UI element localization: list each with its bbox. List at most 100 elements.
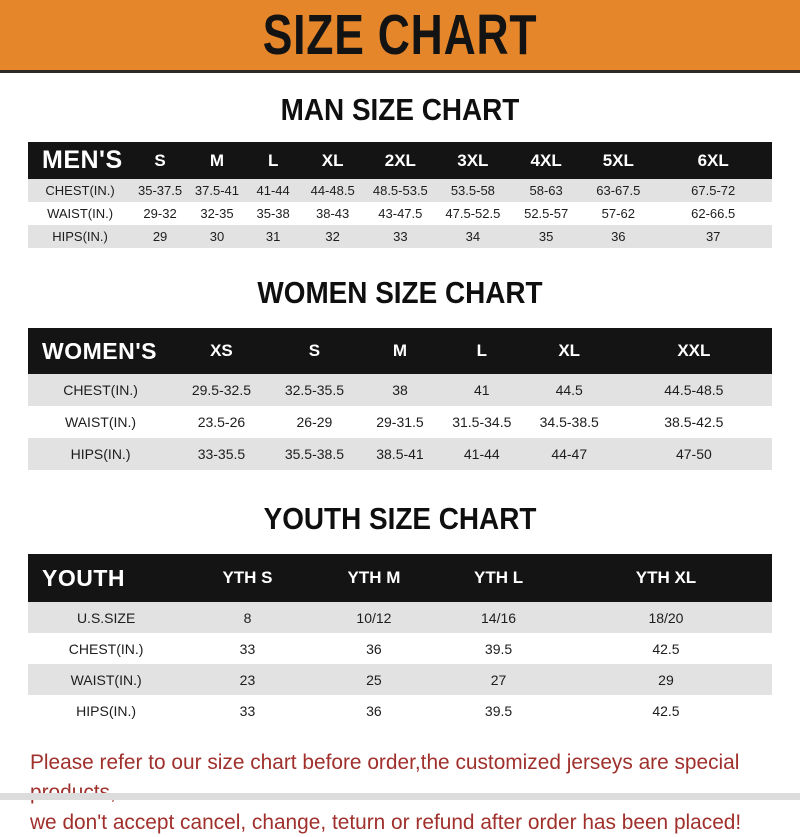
- row-label: WAIST(IN.): [70, 671, 142, 688]
- table-row: U.S.SIZE 8 10/12 14/16 18/20: [28, 602, 772, 633]
- column-header: YTH S: [184, 554, 311, 602]
- size-cell: 8: [243, 609, 252, 626]
- size-cell: 23.5-26: [197, 414, 246, 430]
- size-cell: 48.5-53.5: [372, 183, 428, 198]
- column-header: XL: [300, 142, 365, 179]
- size-cell: 29-31.5: [376, 414, 424, 430]
- size-cell: 42.5: [652, 702, 680, 719]
- women-size-table: WOMEN'S XS S M L XL XXL CHEST(IN.) 29.5-32.5 32.…: [28, 328, 772, 470]
- size-cell: 52.5-57: [524, 206, 569, 221]
- column-header: S: [269, 328, 360, 374]
- size-cell: 36: [611, 229, 626, 244]
- size-cell: 31.5-34.5: [452, 414, 512, 430]
- size-cell: 34.5-38.5: [539, 414, 599, 430]
- men-size-table: MEN'S S M L XL 2XL 3XL 4XL 5XL 6XL CHEST(IN.) 35-3…: [28, 142, 772, 248]
- row-label: U.S.SIZE: [76, 609, 136, 626]
- footer-line-2: we don't accept cancel, change, teturn o…: [30, 810, 742, 834]
- size-cell: 35-37.5: [138, 183, 183, 198]
- column-header: 5XL: [582, 142, 655, 179]
- size-cell: 38.5-42.5: [664, 414, 724, 430]
- size-cell: 35: [538, 229, 554, 244]
- row-label: WAIST(IN.): [47, 206, 114, 221]
- size-cell: 35-38: [256, 206, 290, 221]
- size-cell: 32: [325, 229, 340, 244]
- size-cell: 18/20: [648, 609, 684, 626]
- row-label: HIPS(IN.): [70, 446, 131, 462]
- size-cell: 30: [209, 229, 225, 244]
- row-label: CHEST(IN.): [68, 640, 144, 657]
- table-row: CHEST(IN.) 33 36 39.5 42.5: [28, 633, 772, 664]
- column-header: 3XL: [435, 142, 511, 179]
- table-row: WAIST(IN.) 29-32 32-35 35-38 38-43 43-47.5 47.…: [28, 202, 772, 225]
- size-cell: 41: [474, 382, 490, 398]
- size-cell: 23: [239, 671, 256, 688]
- size-cell: 31: [265, 229, 281, 244]
- main-title: SIZE CHART: [262, 2, 538, 67]
- size-cell: 27: [490, 671, 507, 688]
- footer-line-1: Please refer to our size chart before or…: [30, 750, 740, 804]
- size-cell: 14/16: [481, 609, 517, 626]
- table-row: WAIST(IN.) 23 25 27 29: [28, 664, 772, 695]
- table-row: CHEST(IN.) 35-37.5 37.5-41 41-44 44-48.5 48.5…: [28, 179, 772, 202]
- youth-size-table: YOUTH YTH S YTH M YTH L YTH XL U.S.SIZE 8 10/1…: [28, 554, 772, 726]
- women-section-title: WOMEN SIZE CHART: [257, 275, 543, 310]
- size-cell: 35.5-38.5: [284, 446, 345, 462]
- youth-size-section: YOUTH SIZE CHART YOUTH YTH S YTH M YTH L YTH…: [0, 501, 800, 726]
- size-cell: 57-62: [601, 206, 635, 221]
- column-header: L: [245, 142, 301, 179]
- column-header: L: [440, 328, 523, 374]
- women-size-section: WOMEN SIZE CHART WOMEN'S XS S M L XL XXL CHEST…: [0, 275, 800, 470]
- table-header-row: MEN'S S M L XL 2XL 3XL 4XL 5XL 6XL: [28, 142, 772, 179]
- column-header: 4XL: [510, 142, 583, 179]
- size-cell: 33: [393, 229, 408, 244]
- column-header: XXL: [615, 328, 772, 374]
- column-header: YTH XL: [559, 554, 772, 602]
- size-cell: 47-50: [675, 446, 712, 462]
- row-label: HIPS(IN.): [52, 229, 108, 244]
- size-cell: 42.5: [652, 640, 680, 657]
- size-cell: 37.5-41: [194, 183, 240, 198]
- size-cell: 36: [366, 702, 382, 719]
- column-header: XS: [173, 328, 270, 374]
- column-header: YTH L: [437, 554, 560, 602]
- size-cell: 39.5: [484, 702, 513, 719]
- table-row: HIPS(IN.) 33-35.5 35.5-38.5 38.5-41 41-44 44-…: [28, 438, 772, 470]
- size-cell: 41-44: [463, 446, 500, 462]
- size-cell: 34: [465, 229, 481, 244]
- bottom-edge-strip: [0, 793, 800, 800]
- size-cell: 41-44: [256, 183, 290, 198]
- size-cell: 62-66.5: [691, 206, 736, 221]
- men-size-section: MAN SIZE CHART MEN'S S M L XL 2XL 3XL 4XL 5XL 6XL…: [0, 92, 800, 248]
- table-row: CHEST(IN.) 29.5-32.5 32.5-35.5 38 41 44.5 44.5…: [28, 374, 772, 406]
- size-cell: 43-47.5: [378, 206, 423, 221]
- size-cell: 38: [392, 382, 408, 398]
- orange-banner: SIZE CHART: [0, 0, 800, 73]
- table-header-row: WOMEN'S XS S M L XL XXL: [28, 328, 772, 374]
- column-header: M: [187, 142, 246, 179]
- size-cell: 44.5: [555, 382, 583, 398]
- column-header: 2XL: [365, 142, 436, 179]
- table-row: HIPS(IN.) 33 36 39.5 42.5: [28, 695, 772, 726]
- row-label: HIPS(IN.): [76, 702, 137, 719]
- size-cell: 32.5-35.5: [284, 382, 345, 398]
- row-label: CHEST(IN.): [45, 183, 115, 198]
- size-cell: 32-35: [200, 206, 234, 221]
- table-header-row: YOUTH YTH S YTH M YTH L YTH XL: [28, 554, 772, 602]
- row-label: CHEST(IN.): [63, 382, 138, 398]
- size-cell: 33: [239, 640, 256, 657]
- column-header: XL: [522, 328, 616, 374]
- column-header: YTH M: [310, 554, 438, 602]
- size-cell: 63-67.5: [596, 183, 641, 198]
- size-cell: 53.5-58: [450, 183, 495, 198]
- size-cell: 29.5-32.5: [191, 382, 252, 398]
- size-cell: 33: [239, 702, 256, 719]
- row-label: WAIST(IN.): [65, 414, 137, 430]
- table-corner-label: YOUTH: [28, 554, 185, 602]
- table-row: HIPS(IN.) 29 30 31 32 33 34 35 36 37: [28, 225, 772, 248]
- size-cell: 44.5-48.5: [664, 382, 724, 398]
- size-cell: 29: [152, 229, 168, 244]
- size-cell: 33-35.5: [197, 446, 246, 462]
- column-header: M: [359, 328, 441, 374]
- table-corner-label: MEN'S: [28, 142, 133, 179]
- size-cell: 58-63: [529, 183, 563, 198]
